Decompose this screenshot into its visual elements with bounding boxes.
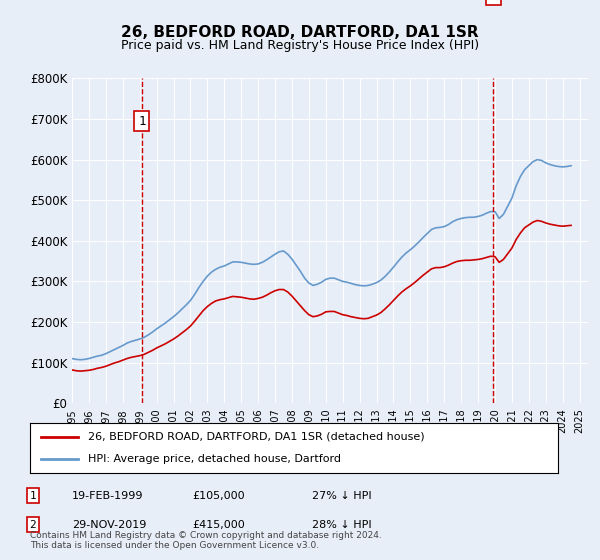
Text: 1: 1 bbox=[138, 115, 146, 128]
Text: £105,000: £105,000 bbox=[192, 491, 245, 501]
Text: 27% ↓ HPI: 27% ↓ HPI bbox=[312, 491, 371, 501]
Text: Contains HM Land Registry data © Crown copyright and database right 2024.
This d: Contains HM Land Registry data © Crown c… bbox=[30, 530, 382, 550]
Text: 28% ↓ HPI: 28% ↓ HPI bbox=[312, 520, 371, 530]
Text: 19-FEB-1999: 19-FEB-1999 bbox=[72, 491, 143, 501]
Text: 29-NOV-2019: 29-NOV-2019 bbox=[72, 520, 146, 530]
Text: HPI: Average price, detached house, Dartford: HPI: Average price, detached house, Dart… bbox=[88, 454, 341, 464]
Text: 26, BEDFORD ROAD, DARTFORD, DA1 1SR (detached house): 26, BEDFORD ROAD, DARTFORD, DA1 1SR (det… bbox=[88, 432, 425, 442]
Text: £415,000: £415,000 bbox=[192, 520, 245, 530]
Text: 26, BEDFORD ROAD, DARTFORD, DA1 1SR: 26, BEDFORD ROAD, DARTFORD, DA1 1SR bbox=[121, 25, 479, 40]
Text: 2: 2 bbox=[29, 520, 37, 530]
Text: Price paid vs. HM Land Registry's House Price Index (HPI): Price paid vs. HM Land Registry's House … bbox=[121, 39, 479, 52]
Text: 2: 2 bbox=[490, 0, 497, 2]
Text: 1: 1 bbox=[29, 491, 37, 501]
